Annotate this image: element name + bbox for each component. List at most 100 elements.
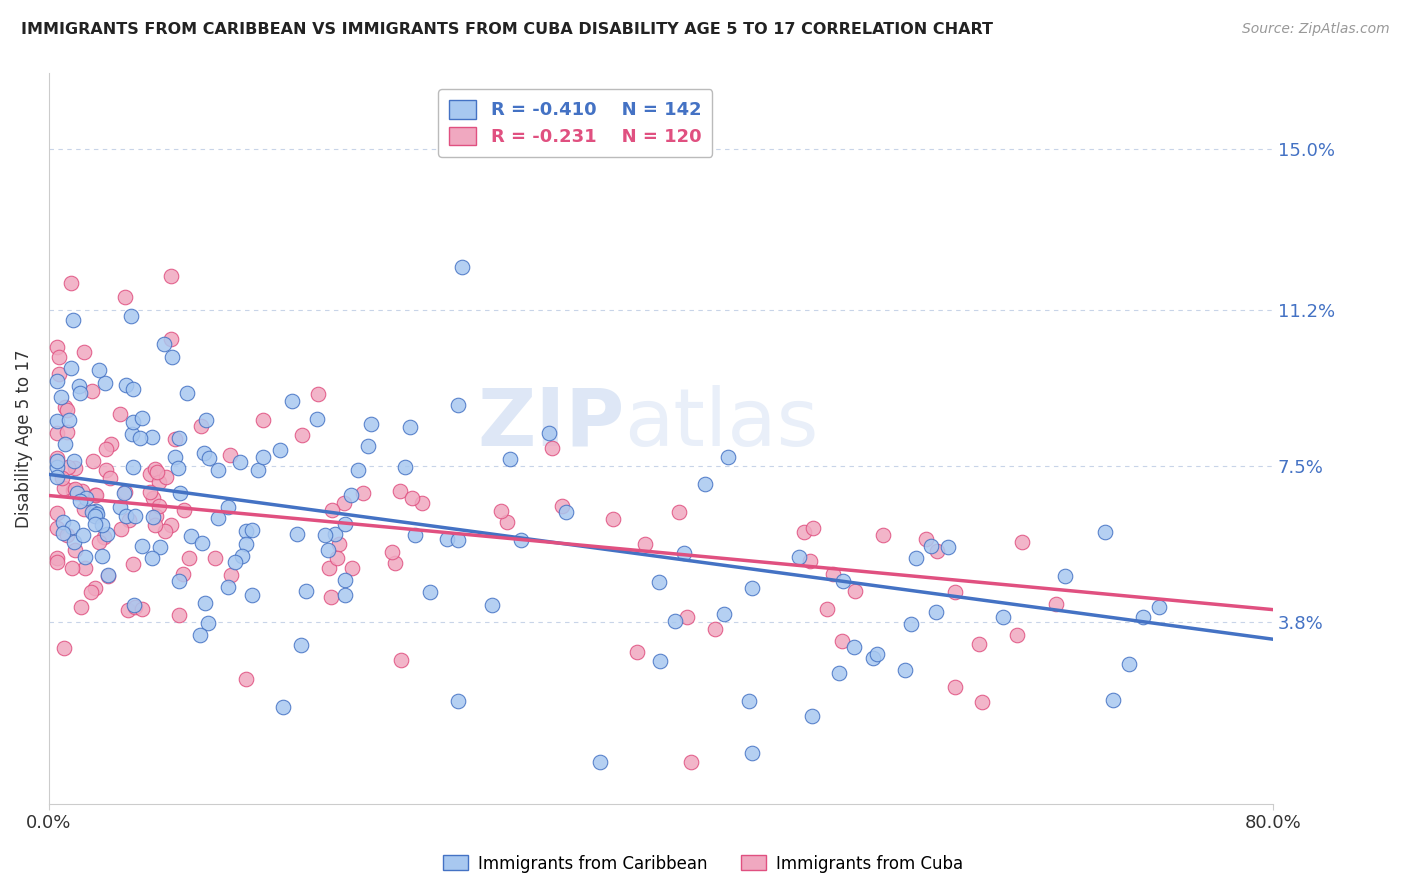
Point <box>58 413 80 427</box>
Point <box>114 485 136 500</box>
Point <box>307 387 329 401</box>
Point <box>193 446 215 460</box>
Point <box>832 574 855 589</box>
Point <box>285 527 308 541</box>
Point <box>190 419 212 434</box>
Point <box>191 536 214 550</box>
Point <box>217 500 239 514</box>
Point <box>844 584 866 599</box>
Point <box>1005 628 1028 642</box>
Point <box>82 506 104 520</box>
Point <box>381 545 404 559</box>
Point <box>198 450 221 465</box>
Point <box>389 653 412 667</box>
Point <box>1045 597 1067 611</box>
Point <box>602 512 624 526</box>
Point <box>801 709 824 723</box>
Point <box>648 574 671 589</box>
Point <box>915 532 938 546</box>
Point <box>936 540 959 554</box>
Point <box>550 499 572 513</box>
Point <box>52 640 75 655</box>
Point <box>1118 657 1140 671</box>
Point <box>83 581 105 595</box>
Point <box>281 394 304 409</box>
Point <box>53 400 76 414</box>
Point <box>194 596 217 610</box>
Point <box>91 517 114 532</box>
Point <box>489 504 512 518</box>
Point <box>169 486 191 500</box>
Point <box>160 268 183 283</box>
Point <box>872 528 894 542</box>
Point <box>100 436 122 450</box>
Point <box>357 439 380 453</box>
Point <box>326 550 349 565</box>
Point <box>319 591 342 605</box>
Point <box>332 496 354 510</box>
Point <box>481 598 503 612</box>
Point <box>45 414 67 428</box>
Point <box>122 459 145 474</box>
Point <box>1011 534 1033 549</box>
Point <box>167 607 190 622</box>
Point <box>94 442 117 457</box>
Point <box>55 528 77 542</box>
Point <box>793 524 815 539</box>
Point <box>537 425 560 440</box>
Point <box>63 454 86 468</box>
Point <box>145 517 167 532</box>
Point <box>447 533 470 547</box>
Point <box>84 488 107 502</box>
Point <box>920 539 942 553</box>
Point <box>499 451 522 466</box>
Point <box>84 488 107 502</box>
Point <box>318 542 340 557</box>
Point <box>648 654 671 668</box>
Point <box>219 448 242 462</box>
Point <box>121 382 143 396</box>
Point <box>333 574 356 588</box>
Point <box>1132 609 1154 624</box>
Point <box>121 415 143 429</box>
Point <box>122 557 145 571</box>
Point <box>160 332 183 346</box>
Point <box>160 351 183 365</box>
Point <box>541 442 564 456</box>
Point <box>121 426 143 441</box>
Point <box>73 561 96 575</box>
Point <box>167 432 190 446</box>
Point <box>828 665 851 680</box>
Point <box>389 484 412 499</box>
Point <box>131 410 153 425</box>
Point <box>799 554 821 568</box>
Point <box>45 551 67 566</box>
Point <box>60 360 83 375</box>
Point <box>738 694 761 708</box>
Point <box>124 599 146 614</box>
Point <box>163 450 186 464</box>
Point <box>204 551 226 566</box>
Point <box>48 367 70 381</box>
Point <box>235 524 257 538</box>
Point <box>195 413 218 427</box>
Point <box>62 483 84 497</box>
Point <box>69 493 91 508</box>
Point <box>142 491 165 505</box>
Point <box>166 461 188 475</box>
Point <box>404 528 426 542</box>
Point <box>436 532 458 546</box>
Point <box>141 430 163 444</box>
Point <box>446 694 468 708</box>
Point <box>217 581 239 595</box>
Point <box>1094 525 1116 540</box>
Point <box>693 476 716 491</box>
Point <box>53 481 76 495</box>
Point <box>333 517 356 532</box>
Point <box>73 549 96 564</box>
Point <box>45 521 67 535</box>
Point <box>72 528 94 542</box>
Point <box>815 602 838 616</box>
Point <box>93 530 115 544</box>
Point <box>801 521 824 535</box>
